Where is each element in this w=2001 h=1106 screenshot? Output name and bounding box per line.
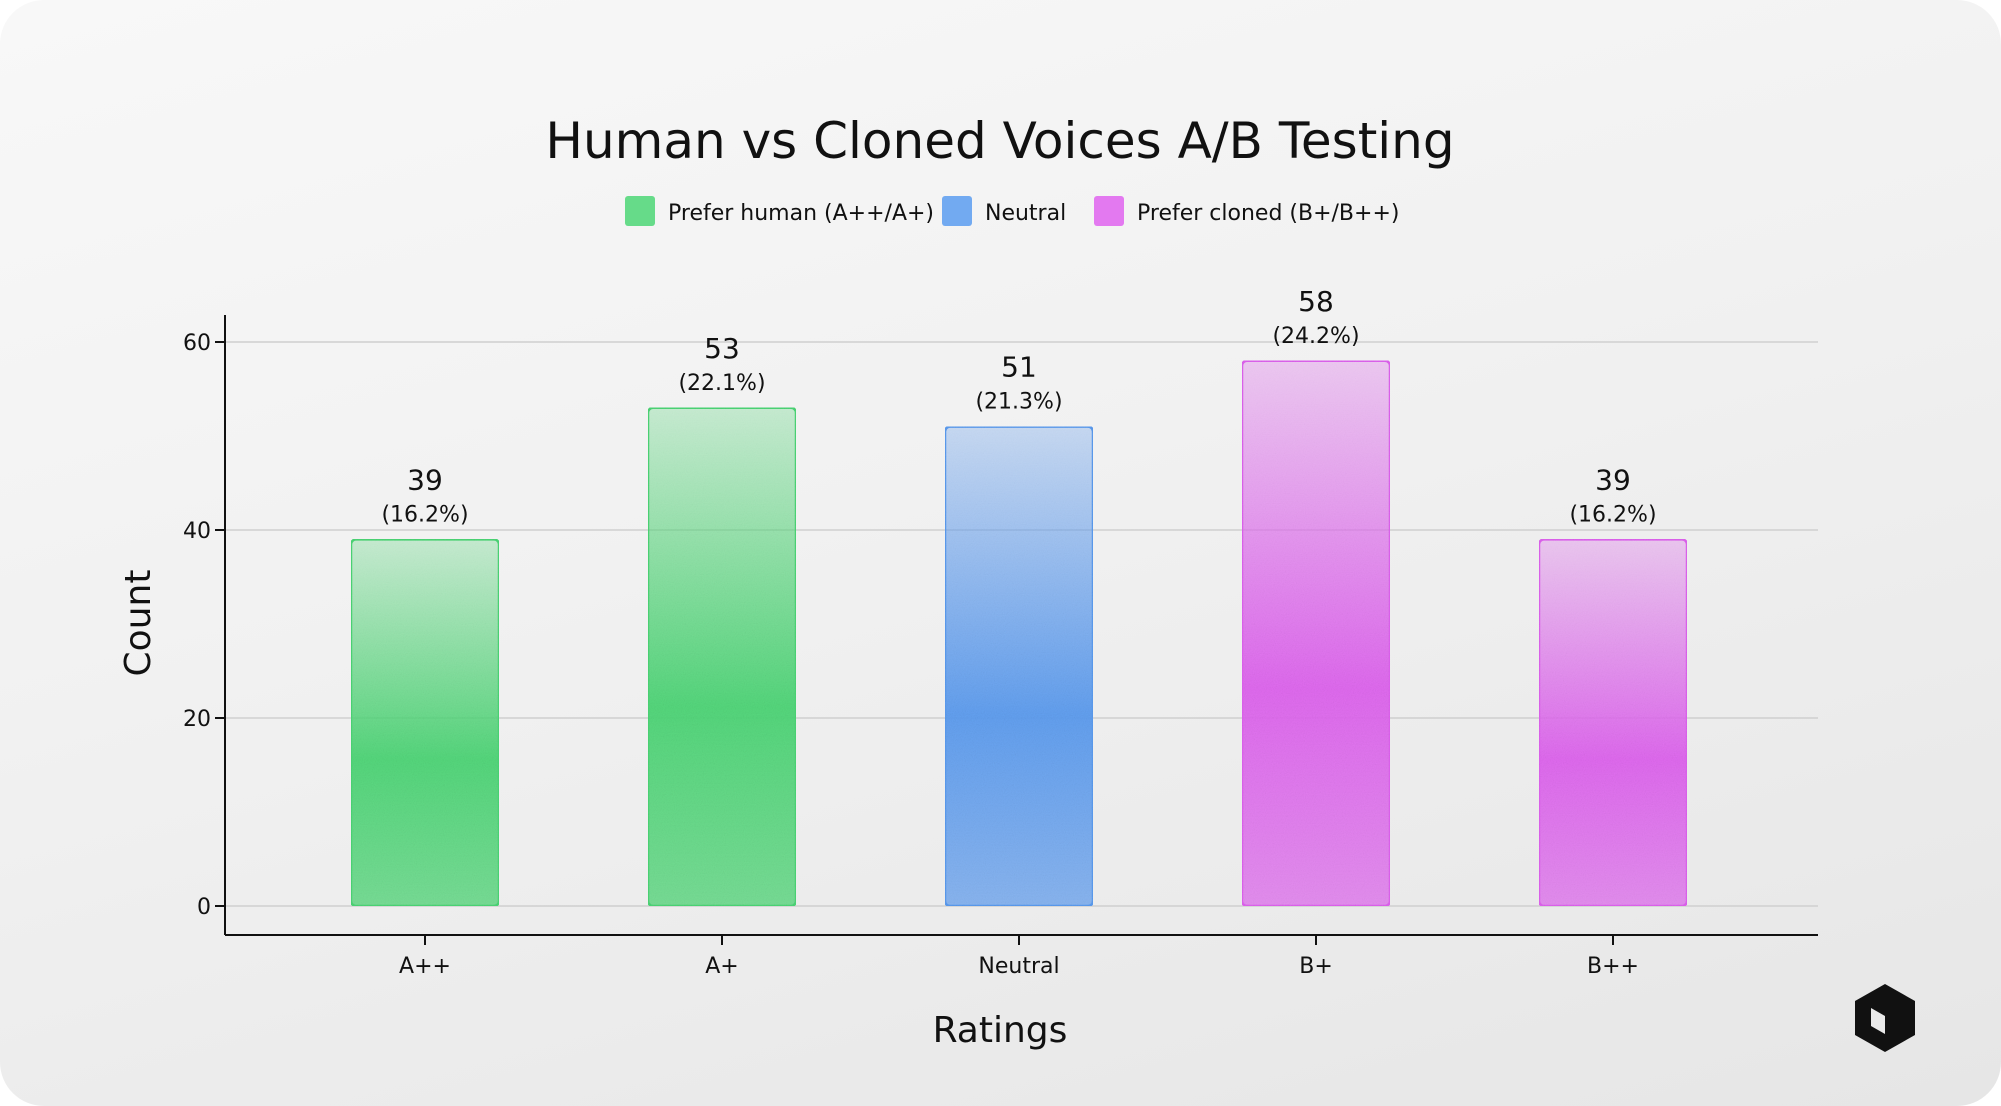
y-tick-label: 20 <box>183 707 211 732</box>
x-tick-label: B+ <box>1299 954 1333 979</box>
chart-legend: Prefer human (A++/A+) Neutral Prefer clone… <box>625 196 1399 226</box>
bar <box>1240 359 1392 908</box>
x-axis-title: Ratings <box>933 1010 1068 1051</box>
bar-group-A+: 53 (22.1%) <box>646 332 798 908</box>
bar-group-B+: 58 (24.2%) <box>1240 285 1392 908</box>
y-tick-label: 0 <box>197 895 211 920</box>
bar-value-label: 39 <box>1595 463 1631 496</box>
legend-item-cloned: Prefer cloned (B+/B++) <box>1094 196 1399 226</box>
bar <box>646 406 798 908</box>
legend-item-neutral: Neutral <box>942 196 1066 226</box>
bar-group-Neutral: 51 (21.3%) <box>943 351 1095 908</box>
bar-percent-label: (16.2%) <box>1569 502 1656 527</box>
legend-label: Prefer cloned (B+/B++) <box>1137 201 1399 226</box>
chart-title: Human vs Cloned Voices A/B Testing <box>545 112 1454 170</box>
bar-value-label: 39 <box>407 463 443 496</box>
x-tick-label: B++ <box>1587 954 1639 979</box>
bar <box>943 425 1095 908</box>
bar-percent-label: (21.3%) <box>975 390 1062 415</box>
bars: 39 (16.2%) 53 (22.1%) 51 (21.3%) 58 (24.2%) 39 (1… <box>349 285 1689 908</box>
bar <box>349 538 501 908</box>
legend-item-human: Prefer human (A++/A+) <box>625 196 934 226</box>
x-tick-label: A++ <box>399 954 451 979</box>
y-tick-label: 40 <box>183 519 211 544</box>
legend-swatch <box>1094 196 1124 226</box>
bar-value-label: 51 <box>1001 351 1037 384</box>
y-axis-title: Count <box>118 570 159 677</box>
legend-label: Neutral <box>985 201 1066 226</box>
x-tick-label: A+ <box>705 954 738 979</box>
bar-percent-label: (24.2%) <box>1272 324 1359 349</box>
axes: 0 20 40 60 A++ A+ Neutral B+ B++ <box>183 315 1818 979</box>
legend-label: Prefer human (A++/A+) <box>668 201 934 226</box>
bar-percent-label: (16.2%) <box>381 502 468 527</box>
bar <box>1537 538 1689 908</box>
bar-group-B++: 39 (16.2%) <box>1537 463 1689 908</box>
bar-value-label: 53 <box>704 332 740 365</box>
cube-logo-icon <box>1855 984 1915 1052</box>
legend-swatch <box>625 196 655 226</box>
bar-value-label: 58 <box>1298 285 1334 318</box>
y-tick-label: 60 <box>183 331 211 356</box>
bar-group-A++: 39 (16.2%) <box>349 463 501 908</box>
legend-swatch <box>942 196 972 226</box>
x-tick-label: Neutral <box>978 954 1059 979</box>
bar-percent-label: (22.1%) <box>678 371 765 396</box>
